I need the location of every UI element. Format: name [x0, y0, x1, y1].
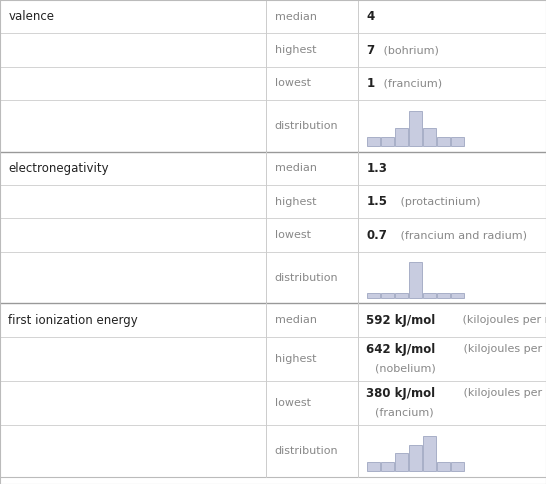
- Bar: [423, 436, 436, 471]
- Bar: [381, 462, 394, 471]
- Text: distribution: distribution: [275, 272, 339, 283]
- Text: (francium and radium): (francium and radium): [396, 230, 526, 240]
- Bar: [452, 293, 464, 298]
- Text: (protactinium): (protactinium): [397, 197, 480, 207]
- Text: 380 kJ/mol: 380 kJ/mol: [366, 387, 436, 400]
- Text: 7: 7: [366, 44, 375, 57]
- Text: highest: highest: [275, 354, 316, 364]
- Text: distribution: distribution: [275, 446, 339, 456]
- Text: lowest: lowest: [275, 78, 311, 89]
- Bar: [423, 128, 436, 146]
- Bar: [437, 293, 450, 298]
- Text: lowest: lowest: [275, 398, 311, 408]
- Text: (kilojoules per mole): (kilojoules per mole): [460, 344, 546, 354]
- Bar: [423, 293, 436, 298]
- Bar: [367, 137, 379, 146]
- Bar: [452, 137, 464, 146]
- Text: (bohrium): (bohrium): [380, 45, 439, 55]
- Text: first ionization energy: first ionization energy: [8, 314, 138, 327]
- Bar: [452, 462, 464, 471]
- Bar: [381, 293, 394, 298]
- Text: valence: valence: [8, 10, 54, 23]
- Text: (nobelium): (nobelium): [375, 363, 435, 374]
- Text: distribution: distribution: [275, 121, 339, 131]
- Text: 642 kJ/mol: 642 kJ/mol: [366, 343, 436, 356]
- Bar: [367, 462, 379, 471]
- Text: lowest: lowest: [275, 230, 311, 240]
- Text: highest: highest: [275, 45, 316, 55]
- Bar: [381, 137, 394, 146]
- Text: 0.7: 0.7: [366, 228, 387, 242]
- Bar: [410, 111, 422, 146]
- Bar: [395, 293, 408, 298]
- Bar: [410, 445, 422, 471]
- Bar: [410, 262, 422, 298]
- Text: median: median: [275, 12, 317, 22]
- Bar: [395, 454, 408, 471]
- Bar: [395, 128, 408, 146]
- Text: 1.3: 1.3: [366, 162, 387, 175]
- Text: median: median: [275, 164, 317, 173]
- Text: (francium): (francium): [375, 408, 433, 418]
- Bar: [437, 462, 450, 471]
- Bar: [367, 293, 379, 298]
- Text: 592 kJ/mol: 592 kJ/mol: [366, 314, 436, 327]
- Text: (kilojoules per mole): (kilojoules per mole): [459, 315, 546, 325]
- Text: highest: highest: [275, 197, 316, 207]
- Text: 4: 4: [366, 10, 375, 23]
- Text: 1: 1: [366, 77, 375, 90]
- Text: (kilojoules per mole): (kilojoules per mole): [460, 388, 546, 398]
- Text: 1.5: 1.5: [366, 195, 387, 208]
- Text: (francium): (francium): [380, 78, 442, 89]
- Bar: [437, 137, 450, 146]
- Text: median: median: [275, 315, 317, 325]
- Text: electronegativity: electronegativity: [8, 162, 109, 175]
